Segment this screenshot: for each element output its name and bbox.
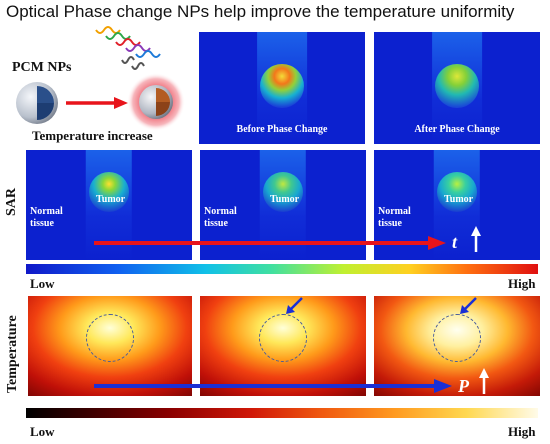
power-up-arrow xyxy=(478,368,490,394)
temperature-panel-3 xyxy=(374,296,540,396)
before-phase-change-panel: Before Phase Change xyxy=(199,32,365,144)
temperature-panel-1 xyxy=(28,296,192,396)
tumor-label-3: Tumor xyxy=(444,194,474,205)
tumor-outline-1 xyxy=(86,314,134,362)
after-phase-change-caption: After Phase Change xyxy=(414,124,500,135)
pcm-nps-label: PCM NPs xyxy=(12,60,72,75)
figure-title: Optical Phase change NPs help improve th… xyxy=(6,2,515,21)
transition-arrow xyxy=(66,96,128,110)
normal-tissue-label-3: Normal tissue xyxy=(378,206,411,229)
temperature-axis-label: Temperature xyxy=(5,315,20,393)
sar-color-scale xyxy=(26,264,538,274)
tumor-label-1: Tumor xyxy=(96,194,126,205)
temperature-color-scale xyxy=(26,408,538,418)
heated-nanoparticle xyxy=(126,72,186,132)
hotspot-pointer-3 xyxy=(460,297,477,314)
sar-scale-low: Low xyxy=(30,276,55,291)
temperature-increase-label: Temperature increase xyxy=(32,128,153,143)
pcm-nanoparticle xyxy=(14,80,60,126)
tumor-label-2: Tumor xyxy=(270,194,300,205)
temperature-scale-low: Low xyxy=(30,424,55,439)
tumor-outline-3 xyxy=(433,314,481,362)
temperature-scale-high: High xyxy=(508,424,536,439)
tumor-outline-2 xyxy=(259,314,307,362)
time-symbol: t xyxy=(452,232,458,252)
sar-axis-label: SAR xyxy=(4,187,19,216)
normal-tissue-label-2: Normal tissue xyxy=(204,206,237,229)
temperature-panel-2 xyxy=(200,296,366,396)
time-arrow xyxy=(94,235,448,251)
after-phase-change-panel: After Phase Change xyxy=(374,32,540,144)
sar-panel-3: Tumor Normal tissue xyxy=(374,150,540,260)
power-symbol: P xyxy=(458,376,469,396)
hotspot-pointer-2 xyxy=(286,297,303,314)
normal-tissue-label-1: Normal tissue xyxy=(30,206,63,229)
sar-scale-high: High xyxy=(508,276,536,291)
before-phase-change-caption: Before Phase Change xyxy=(236,124,328,135)
wave-icons xyxy=(92,26,170,76)
power-arrow xyxy=(94,378,454,394)
time-up-arrow xyxy=(470,226,482,252)
